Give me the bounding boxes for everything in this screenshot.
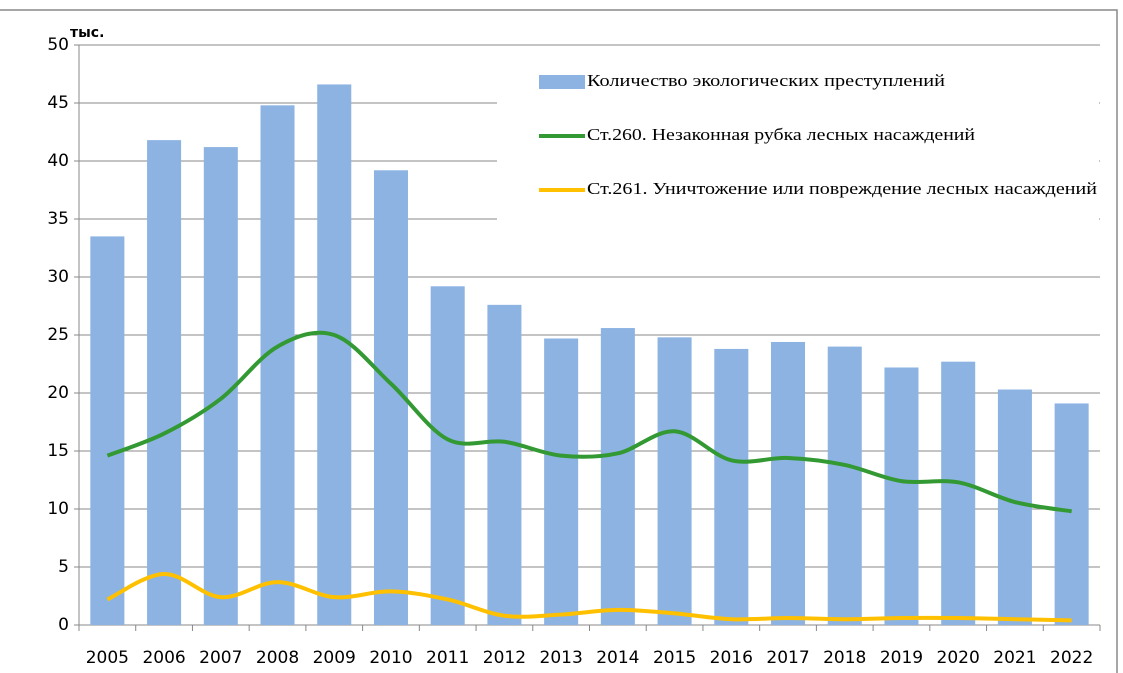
x-tick-label: 2022 [1050,648,1093,668]
bar [600,328,635,625]
bar [657,337,692,625]
bar [90,236,125,625]
x-tick-label: 2012 [483,648,526,668]
bar [884,367,919,625]
x-tick-label: 2015 [653,648,696,668]
y-tick-label: 40 [47,151,69,171]
x-tick-label: 2016 [710,648,753,668]
x-tick-label: 2010 [369,648,412,668]
y-tick-label: 5 [58,557,69,577]
x-tick-label: 2009 [313,648,356,668]
x-tick-label: 2017 [766,648,809,668]
x-tick-label: 2007 [199,648,242,668]
legend-swatch [539,75,585,89]
bar [997,389,1032,625]
y-tick-label: 10 [47,499,69,519]
bar [941,361,976,625]
x-tick-label: 2018 [823,648,866,668]
x-tick-label: 2011 [426,648,469,668]
legend-label: Количество экологических преступлений [587,71,945,90]
y-axis-label: тыс. [70,25,104,41]
y-tick-label: 30 [47,267,69,287]
x-tick-label: 2014 [596,648,639,668]
legend-box [497,55,1099,220]
line [106,571,1072,623]
bar [827,346,862,625]
x-tick-label: 2008 [256,648,299,668]
bar [147,140,182,625]
y-tick-label: 20 [47,383,69,403]
bar [260,105,295,625]
x-tick-label: 2005 [86,648,129,668]
y-tick-label: 25 [47,325,69,345]
bar [317,84,352,625]
bar [771,341,806,625]
line [106,330,1072,514]
x-tick-label: 2021 [993,648,1036,668]
y-tick-label: 35 [47,209,69,229]
legend-label: Ст.260. Незаконная рубка лесных насажден… [587,125,975,144]
x-tick-label: 2013 [540,648,583,668]
bar [714,348,749,625]
y-tick-label: 45 [47,93,69,113]
x-tick-label: 2020 [937,648,980,668]
x-tick-label: 2019 [880,648,923,668]
y-tick-label: 0 [58,615,69,635]
y-tick-label: 50 [47,35,69,55]
bar [1054,403,1089,625]
bar [430,286,465,625]
x-tick-label: 2006 [142,648,185,668]
bar [544,338,579,625]
legend-label: Ст.261. Уничтожение или повреждение лесн… [587,179,1097,198]
y-tick-label: 15 [47,441,69,461]
bar [487,304,522,625]
frame [0,9,1118,673]
